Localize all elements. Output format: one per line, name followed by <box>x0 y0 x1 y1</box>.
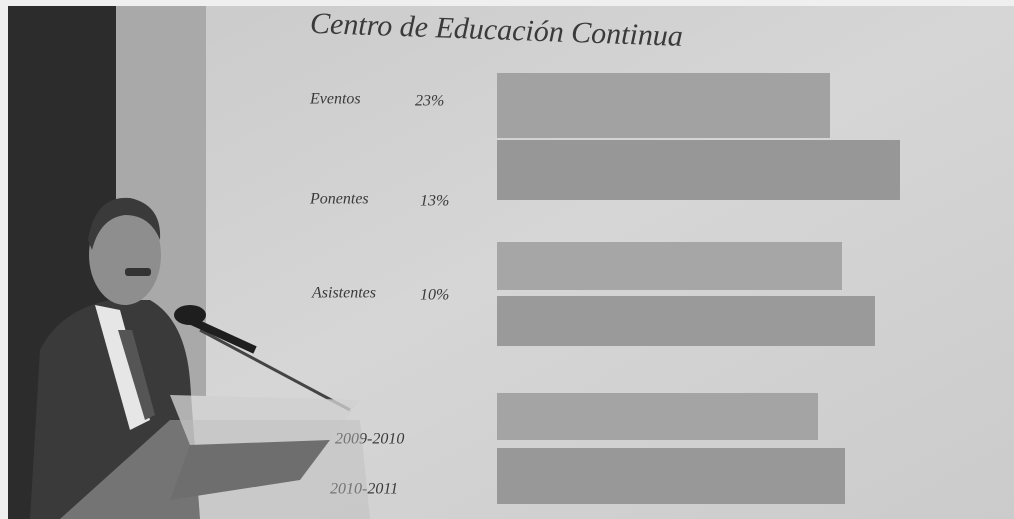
bar-shape <box>497 393 818 440</box>
bar-shape <box>497 242 842 290</box>
row-label: Eventos <box>309 91 361 108</box>
bar-shape <box>497 73 830 138</box>
row-label: Ponentes <box>309 191 369 208</box>
bar-shape <box>497 140 900 200</box>
row-label: Asistentes <box>311 285 376 302</box>
row-percent: 23% <box>415 93 444 110</box>
bar-shape <box>497 448 845 504</box>
photo: Centro de Educación Continua Eventos 23%… <box>0 0 1014 519</box>
row-percent: 13% <box>420 193 449 210</box>
row-percent: 10% <box>420 287 449 304</box>
bar-shape <box>497 296 875 346</box>
speaker-mustache <box>125 268 151 276</box>
